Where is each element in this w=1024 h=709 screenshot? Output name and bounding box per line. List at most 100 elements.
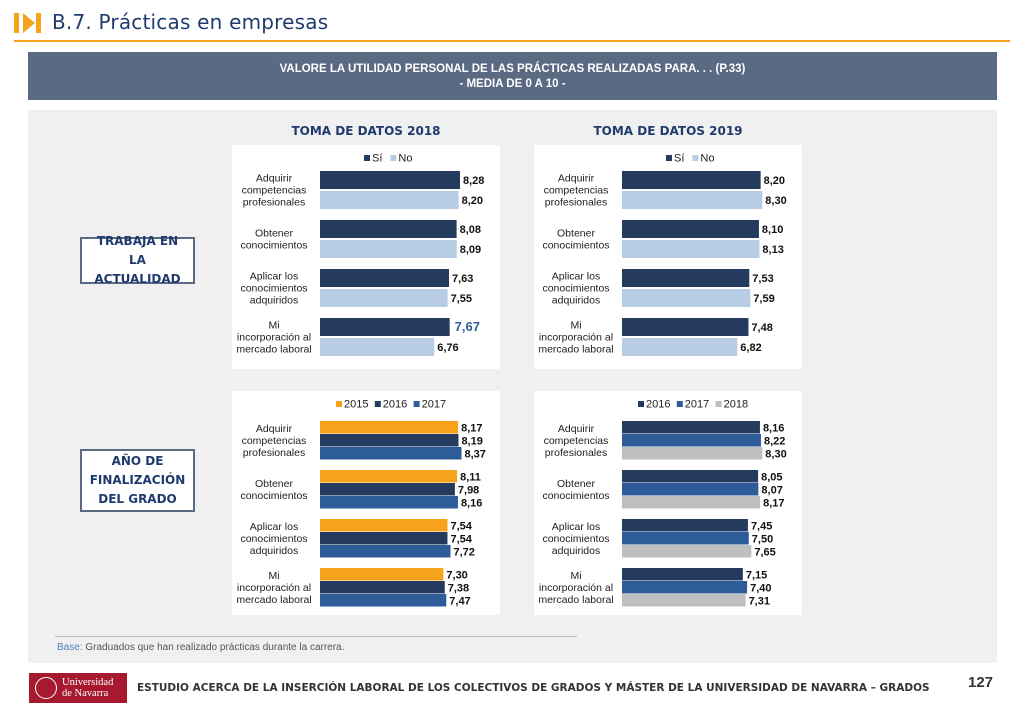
data-label: 7,45 [751, 520, 772, 532]
category-label: mercado laboral [538, 594, 613, 606]
data-label: 8,13 [762, 244, 783, 256]
category-label: Obtener [255, 228, 293, 240]
bar-2015 [320, 519, 448, 532]
bar-No [622, 191, 763, 209]
footer-text: ESTUDIO ACERCA DE LA INSERCIÓN LABORAL D… [137, 682, 930, 694]
bar-2018 [622, 496, 761, 509]
bar-2016 [320, 581, 445, 594]
bar-No [320, 289, 448, 307]
chart-anio-2019: 2016 2017 2018 Adquirircompetenciasprofesio… [534, 391, 802, 615]
category-label: mercado laboral [236, 344, 311, 356]
category-label: Aplicar los [552, 271, 600, 283]
category-label: Aplicar los [250, 271, 298, 283]
category-label: Mi [268, 320, 279, 332]
bar-Sí [622, 318, 749, 336]
category-label: competencias [544, 185, 609, 197]
legend-swatch-2016 [638, 401, 644, 407]
category-label: profesionales [243, 447, 305, 459]
category-label: Obtener [557, 228, 595, 240]
category-label: Mi [570, 320, 581, 332]
bar-Sí [622, 269, 750, 287]
data-label: 8,22 [764, 435, 785, 447]
legend-label-Sí: Sí [372, 153, 382, 165]
bar-Sí [320, 269, 449, 287]
legend-swatch-2016 [374, 401, 381, 407]
category-label: competencias [242, 185, 307, 197]
bar-2016 [320, 532, 448, 545]
data-label: 8,07 [761, 484, 782, 496]
chart-anio-2018: 2015 2016 2017 Adquirircompetenciasprofesio… [232, 391, 500, 615]
legend-label-Sí: Sí [674, 153, 684, 165]
category-label: adquiridos [250, 295, 298, 307]
legend-swatch-2018 [715, 401, 722, 407]
bar-2015 [320, 568, 444, 581]
legend-swatch-2017 [413, 401, 420, 407]
bar-2017 [622, 532, 749, 545]
bar-No [622, 289, 751, 307]
bar-No [320, 240, 457, 258]
legend-label-2017: 2017 [685, 399, 709, 411]
legend-swatch-No [692, 155, 699, 161]
category-label: mercado laboral [236, 594, 311, 606]
category-label: Mi [268, 570, 279, 582]
category-label: incorporación al [237, 332, 311, 344]
data-label: 8,19 [461, 435, 482, 447]
category-label: conocimientos [542, 490, 609, 502]
category-label: conocimientos [542, 533, 609, 545]
legend-label-2016: 2016 [646, 399, 670, 411]
university-logo: Universidad de Navarra [29, 673, 127, 703]
seal-icon [35, 677, 57, 699]
data-label: 8,20 [462, 195, 483, 207]
data-label: 7,59 [753, 293, 774, 305]
data-label: 7,53 [752, 273, 773, 285]
legend-label-2017: 2017 [422, 399, 446, 411]
bar-2018 [622, 447, 763, 460]
data-label: 7,54 [450, 533, 472, 545]
content-panel [28, 110, 997, 663]
data-label: 8,28 [463, 175, 484, 187]
data-label: 6,76 [437, 342, 458, 354]
bar-2017 [622, 483, 759, 496]
bar-2018 [622, 545, 752, 558]
bar-Sí [320, 171, 460, 189]
data-label: 8,09 [460, 244, 481, 256]
data-label: 7,63 [452, 273, 473, 285]
bar-2017 [622, 581, 748, 594]
category-label: Adquirir [256, 173, 293, 185]
category-label: profesionales [545, 197, 607, 209]
chevron-logo-icon [14, 13, 41, 33]
bar-2017 [320, 594, 447, 607]
category-label: conocimientos [542, 283, 609, 295]
bar-No [320, 338, 435, 356]
category-label: conocimientos [240, 533, 307, 545]
question-banner: VALORE LA UTILIDAD PERSONAL DE LAS PRÁCT… [28, 52, 997, 100]
legend-swatch-Sí [364, 155, 370, 161]
legend-label-2018: 2018 [724, 399, 748, 411]
data-label: 7,48 [751, 322, 772, 334]
legend-swatch-No [390, 155, 397, 161]
data-label: 7,40 [750, 582, 771, 594]
logo-line-2: de Navarra [62, 688, 109, 699]
bar-2016 [622, 568, 743, 581]
data-label: 7,38 [448, 582, 469, 594]
data-label: 7,31 [749, 595, 770, 607]
bar-Sí [320, 318, 450, 336]
category-label: conocimientos [240, 490, 307, 502]
data-label: 8,08 [460, 224, 481, 236]
bar-2017 [320, 545, 451, 558]
category-label: adquiridos [250, 545, 298, 557]
bar-Sí [622, 171, 761, 189]
bar-2016 [622, 519, 748, 532]
data-label: 7,55 [451, 293, 472, 305]
page-number: 127 [968, 674, 994, 691]
category-label: incorporación al [539, 332, 613, 344]
category-label: adquiridos [552, 545, 600, 557]
data-label: 7,54 [450, 520, 472, 532]
banner-line-2: - MEDIA DE 0 A 10 - [459, 78, 566, 90]
data-label: 7,30 [446, 569, 467, 581]
base-label: Base: [57, 642, 83, 653]
category-label: incorporación al [539, 582, 613, 594]
data-label: 7,67 [455, 319, 480, 334]
